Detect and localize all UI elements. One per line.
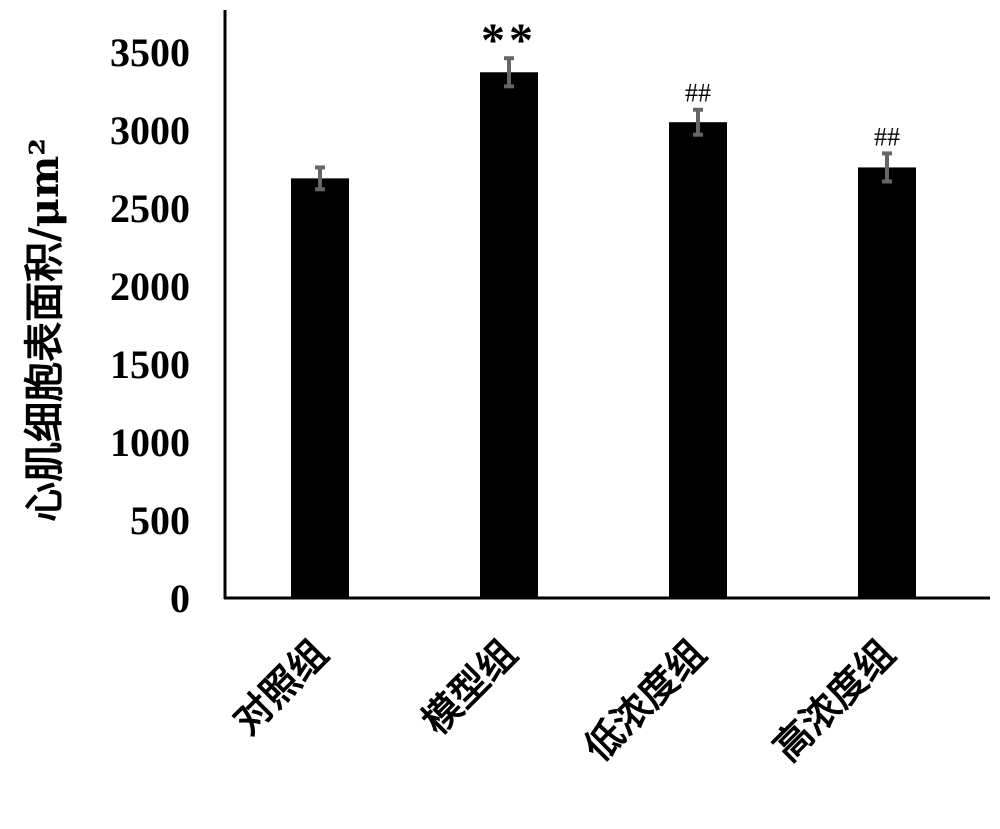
category-label: 高浓度组 (764, 631, 903, 770)
significance-annotations: ** ## ## (481, 14, 900, 151)
significance-label: ## (874, 122, 900, 151)
y-tick-label: 500 (130, 498, 190, 543)
y-tick-label: 1000 (110, 420, 190, 465)
error-bar (315, 165, 325, 192)
axes (223, 10, 990, 600)
y-axis-title: 心肌细胞表面积/μm² (21, 138, 68, 522)
error-bars (315, 56, 892, 192)
y-tick-label: 2500 (110, 186, 190, 231)
significance-label: ** (481, 14, 537, 67)
y-tick-label: 1500 (110, 342, 190, 387)
y-tick-label: 2000 (110, 264, 190, 309)
category-labels: 对照组 模型组 低浓度组 高浓度组 (224, 631, 903, 770)
category-label: 模型组 (413, 631, 525, 743)
error-bar (504, 56, 514, 89)
category-label: 低浓度组 (575, 631, 714, 770)
bar (858, 167, 916, 598)
y-axis-ticks: 0 500 1000 1500 2000 2500 3000 3500 (110, 30, 190, 621)
significance-label: ## (685, 79, 711, 108)
error-bar (693, 107, 703, 137)
error-bar (882, 151, 892, 184)
bar (669, 122, 727, 598)
category-label: 对照组 (224, 631, 336, 743)
bar (480, 72, 538, 598)
y-tick-label: 3000 (110, 108, 190, 153)
y-tick-label: 0 (170, 576, 190, 621)
bar (291, 178, 349, 599)
y-tick-label: 3500 (110, 30, 190, 75)
y-axis-title-group: 心肌细胞表面积/μm² (21, 138, 68, 522)
bars (291, 72, 916, 599)
